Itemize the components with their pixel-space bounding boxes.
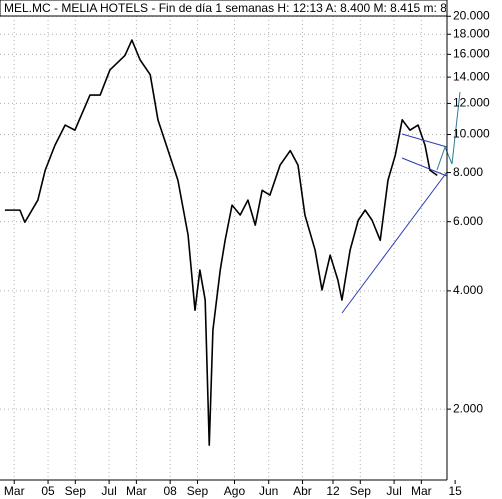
x-tick-label: Mar xyxy=(126,484,147,498)
grid xyxy=(0,0,447,480)
y-tick-label: 6.000 xyxy=(453,214,483,228)
chart-title: MEL.MC - MELIA HOTELS - Fin de día 1 sem… xyxy=(4,1,496,15)
x-tick-label: Mar xyxy=(4,484,25,498)
x-tick-label: Jul xyxy=(386,484,401,498)
projection xyxy=(436,91,461,171)
y-tick-label: 2.000 xyxy=(453,401,483,415)
x-tick-label: 12 xyxy=(326,484,340,498)
y-tick-label: 4.000 xyxy=(453,283,483,297)
x-tick-label: 15 xyxy=(448,484,462,498)
y-tick-label: 20.000 xyxy=(453,8,490,22)
x-tick-label: Ago xyxy=(224,484,246,498)
y-tick-label: 14.000 xyxy=(453,69,490,83)
x-tick-label: 05 xyxy=(41,484,55,498)
x-tick-label: Abr xyxy=(293,484,312,498)
plot xyxy=(4,39,438,446)
x-tick-label: Sep xyxy=(65,484,87,498)
title-clip: MEL.MC - MELIA HOTELS - Fin de día 1 sem… xyxy=(4,1,496,15)
title-box xyxy=(0,0,448,17)
y-tick-label: 16.000 xyxy=(453,47,490,61)
axis-labels: 2.000 4.000 6.000 8.000 10.000 12.000 14.000 16… xyxy=(4,8,490,498)
y-tick-label: 10.000 xyxy=(453,127,490,141)
trendline xyxy=(341,171,448,314)
x-tick-label: Mar xyxy=(411,484,432,498)
trendlines xyxy=(341,91,461,314)
x-tick-label: Jun xyxy=(259,484,278,498)
price-line xyxy=(4,39,438,446)
x-tick-label: Sep xyxy=(350,484,372,498)
y-tick-label: 8.000 xyxy=(453,165,483,179)
trendline xyxy=(401,133,448,148)
x-tick-label: 08 xyxy=(163,484,177,498)
trendline xyxy=(401,157,448,177)
y-tick-label: 18.000 xyxy=(453,26,490,40)
x-tick-label: Sep xyxy=(187,484,209,498)
y-tick-label: 12.000 xyxy=(453,96,490,110)
x-tick-label: Jul xyxy=(101,484,116,498)
